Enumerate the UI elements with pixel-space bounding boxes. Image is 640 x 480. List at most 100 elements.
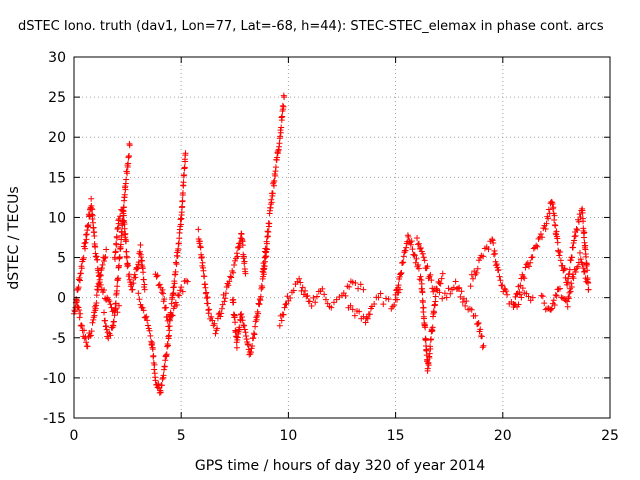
data-point	[463, 298, 470, 305]
data-point	[496, 273, 503, 280]
data-point	[308, 303, 315, 310]
x-tick-label: 0	[70, 428, 79, 444]
data-point	[103, 326, 110, 333]
data-point	[277, 133, 284, 140]
data-point	[518, 294, 525, 301]
data-point	[581, 268, 588, 275]
data-point	[123, 254, 130, 261]
data-point	[240, 322, 247, 329]
data-point	[169, 312, 176, 319]
data-point	[542, 225, 549, 232]
data-point	[582, 275, 589, 282]
y-tick-label: 20	[48, 130, 66, 146]
data-point	[428, 336, 435, 343]
data-point	[78, 322, 85, 329]
data-point	[564, 279, 571, 286]
data-point	[529, 294, 536, 301]
data-point	[257, 293, 264, 300]
data-point	[93, 292, 100, 299]
data-point	[126, 142, 133, 149]
data-point	[241, 258, 248, 265]
data-point	[421, 257, 428, 264]
data-point	[155, 380, 162, 387]
data-point	[424, 263, 431, 270]
data-point	[517, 282, 524, 289]
data-point	[265, 228, 272, 235]
data-point	[195, 226, 202, 233]
data-point	[443, 294, 450, 301]
data-point	[436, 289, 443, 296]
data-point	[568, 254, 575, 261]
data-point	[394, 289, 401, 296]
data-point	[545, 215, 552, 222]
data-point	[543, 220, 550, 227]
y-tick-label: 10	[48, 210, 66, 226]
data-point	[97, 272, 104, 279]
data-point	[98, 265, 105, 272]
data-point	[521, 275, 528, 282]
data-point	[475, 320, 482, 327]
data-point	[106, 298, 113, 305]
data-point	[103, 322, 110, 329]
data-point	[261, 254, 268, 261]
data-point	[450, 284, 457, 291]
data-point	[140, 307, 147, 314]
data-point	[407, 241, 414, 248]
data-point	[204, 294, 211, 301]
data-point	[398, 269, 405, 276]
data-point	[101, 309, 108, 316]
data-point	[556, 285, 563, 292]
data-point	[238, 311, 245, 318]
data-point	[150, 352, 157, 359]
data-point	[364, 315, 371, 322]
data-point	[162, 304, 169, 311]
data-point	[504, 291, 511, 298]
data-point	[107, 332, 114, 339]
data-point	[121, 191, 128, 198]
data-points	[71, 92, 592, 396]
x-tick-label: 5	[177, 428, 186, 444]
data-point	[117, 213, 124, 220]
data-point	[177, 221, 184, 228]
data-point	[556, 252, 563, 259]
data-point	[457, 293, 464, 300]
data-point	[525, 293, 532, 300]
data-point	[491, 247, 498, 254]
data-point	[157, 389, 164, 396]
data-point	[541, 300, 548, 307]
data-point	[533, 242, 540, 249]
data-point	[121, 225, 128, 232]
data-point	[357, 281, 364, 288]
data-point	[102, 317, 109, 324]
data-point	[88, 211, 95, 218]
data-point	[135, 290, 142, 297]
data-point	[75, 284, 82, 291]
data-point	[160, 372, 167, 379]
data-point	[428, 277, 435, 284]
data-point	[87, 332, 94, 339]
data-point	[234, 253, 241, 260]
data-point	[313, 293, 320, 300]
data-point	[204, 300, 211, 307]
data-point	[96, 281, 103, 288]
data-point	[160, 290, 167, 297]
data-point	[73, 298, 80, 305]
data-point	[136, 248, 143, 255]
data-point	[557, 257, 564, 264]
data-point	[161, 363, 168, 370]
data-point	[403, 244, 410, 251]
data-point	[232, 257, 239, 264]
data-point	[226, 278, 233, 285]
data-point	[114, 283, 121, 290]
data-point	[231, 314, 238, 321]
data-point	[382, 295, 389, 302]
data-point	[139, 257, 146, 264]
data-point	[417, 245, 424, 252]
data-point	[436, 280, 443, 287]
data-point	[116, 253, 123, 260]
data-point	[116, 262, 123, 269]
data-point	[177, 287, 184, 294]
data-point	[151, 361, 158, 368]
data-point	[551, 302, 558, 309]
data-point	[171, 280, 178, 287]
